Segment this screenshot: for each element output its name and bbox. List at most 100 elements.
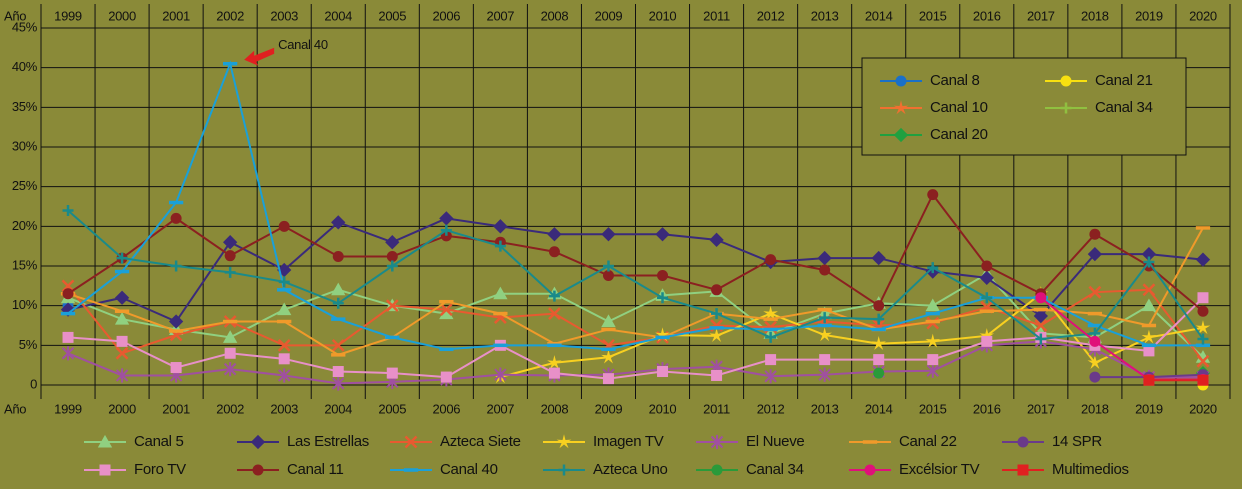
- marker: [332, 297, 344, 309]
- marker: [439, 211, 454, 226]
- x-tick-label: 2005: [378, 401, 406, 416]
- x-tick-label-top: 2005: [378, 8, 406, 23]
- marker: [895, 75, 907, 87]
- marker: [657, 366, 669, 378]
- marker: [331, 215, 346, 230]
- x-tick-label: 2011: [703, 401, 730, 416]
- marker: [764, 369, 777, 384]
- marker: [115, 346, 129, 360]
- marker: [601, 314, 616, 328]
- legend-label: El Nueve: [746, 433, 804, 450]
- marker: [871, 250, 886, 266]
- marker: [709, 328, 724, 343]
- series-line: [67, 227, 1204, 356]
- marker: [170, 212, 182, 224]
- marker: [601, 349, 616, 364]
- marker: [224, 266, 236, 278]
- marker: [1060, 102, 1072, 114]
- series-line: [67, 192, 1204, 312]
- x-tick-label-top: 2001: [162, 8, 190, 23]
- marker: [601, 227, 616, 242]
- x-tick-label-top: 2015: [919, 8, 947, 23]
- x-tick-label: 2018: [1081, 401, 1109, 416]
- legend-label: Canal 10: [930, 99, 988, 116]
- series-line: [67, 272, 1204, 358]
- marker: [277, 262, 292, 278]
- legend-label: Azteca Uno: [593, 461, 668, 478]
- marker: [277, 302, 292, 316]
- x-tick-label-top: 2017: [1027, 8, 1055, 23]
- legend-label: Multimedios: [1052, 461, 1129, 478]
- marker: [1089, 228, 1101, 240]
- marker: [439, 303, 453, 317]
- legend-label: Canal 11: [287, 461, 344, 478]
- marker: [655, 327, 670, 342]
- x-tick-label: 2002: [216, 401, 244, 416]
- marker: [981, 335, 993, 347]
- marker: [1141, 246, 1157, 262]
- marker: [1089, 371, 1101, 383]
- marker: [61, 279, 75, 293]
- marker: [1197, 333, 1209, 345]
- y-tick-label: 5%: [19, 337, 38, 352]
- marker: [1087, 246, 1103, 262]
- x-tick-label: 2006: [432, 401, 460, 416]
- x-tick-label-top: 2000: [108, 8, 136, 23]
- x-tick-label: 2010: [649, 401, 677, 416]
- marker: [1141, 329, 1157, 344]
- legend-label: Las Estrellas: [287, 433, 369, 450]
- marker: [1017, 464, 1029, 476]
- x-tick-label: 2001: [162, 401, 190, 416]
- marker: [386, 367, 398, 379]
- marker: [927, 262, 939, 274]
- marker: [657, 270, 669, 282]
- legend-box: [861, 57, 1187, 156]
- marker: [493, 219, 508, 234]
- marker: [548, 307, 561, 320]
- marker: [873, 313, 885, 325]
- marker: [385, 235, 400, 250]
- marker: [1197, 305, 1209, 317]
- marker: [1035, 333, 1047, 345]
- marker: [62, 288, 74, 300]
- x-tick-label-top: 2003: [270, 8, 298, 23]
- legend-label: Canal 20: [930, 126, 988, 143]
- marker: [1060, 75, 1072, 87]
- legend-label: Canal 40: [440, 461, 498, 478]
- y-tick-label: 20%: [12, 218, 38, 233]
- marker: [386, 260, 398, 272]
- x-tick-label: 2000: [108, 401, 136, 416]
- x-tick-label-top: 2020: [1189, 8, 1217, 23]
- marker: [61, 346, 75, 361]
- annotation-arrow: [244, 47, 275, 66]
- marker: [548, 246, 560, 258]
- marker: [170, 260, 182, 272]
- marker: [655, 227, 670, 242]
- marker: [925, 298, 940, 312]
- marker: [817, 250, 832, 266]
- x-axis-label-top: Año: [4, 8, 26, 23]
- marker: [873, 354, 885, 366]
- marker: [386, 250, 398, 262]
- x-tick-label-top: 2013: [811, 8, 839, 23]
- marker: [979, 270, 994, 286]
- marker: [332, 366, 344, 378]
- x-tick-label-top: 2006: [432, 8, 460, 23]
- marker: [439, 306, 454, 320]
- series-line: [500, 292, 1204, 379]
- x-tick-label-top: 2007: [487, 8, 515, 23]
- x-tick-label-top: 2018: [1081, 8, 1109, 23]
- legend-label: Canal 8: [930, 72, 980, 89]
- y-tick-label: 30%: [12, 138, 38, 153]
- marker: [602, 270, 614, 282]
- marker: [548, 290, 560, 302]
- x-tick-label-top: 2016: [973, 8, 1001, 23]
- marker: [711, 308, 723, 320]
- marker: [1017, 436, 1029, 448]
- x-tick-label: 2014: [865, 401, 893, 416]
- marker: [873, 300, 885, 312]
- marker: [556, 434, 572, 449]
- marker: [547, 227, 562, 242]
- x-tick-label-top: 2004: [324, 8, 352, 23]
